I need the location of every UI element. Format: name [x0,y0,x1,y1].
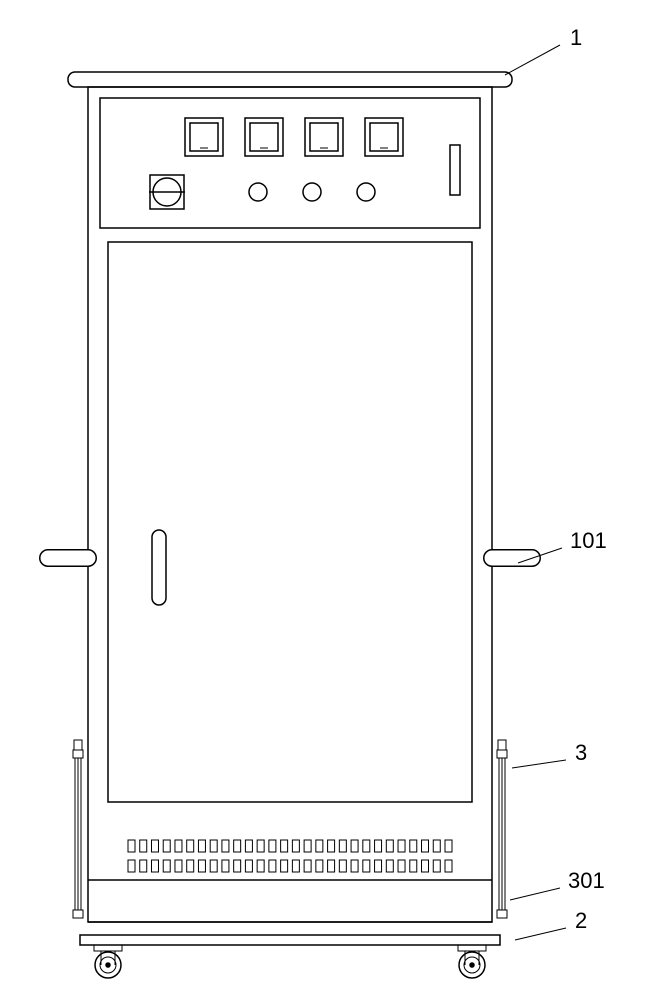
cabinet-diagram: 1 101 3 301 2 [0,0,647,1000]
callout-label-latch: 3 [575,740,587,765]
callout-label-skirt: 301 [568,868,605,893]
callout-label-base: 2 [575,908,587,933]
callout-label-handle: 101 [570,528,607,553]
callout-label-top: 1 [570,25,582,50]
